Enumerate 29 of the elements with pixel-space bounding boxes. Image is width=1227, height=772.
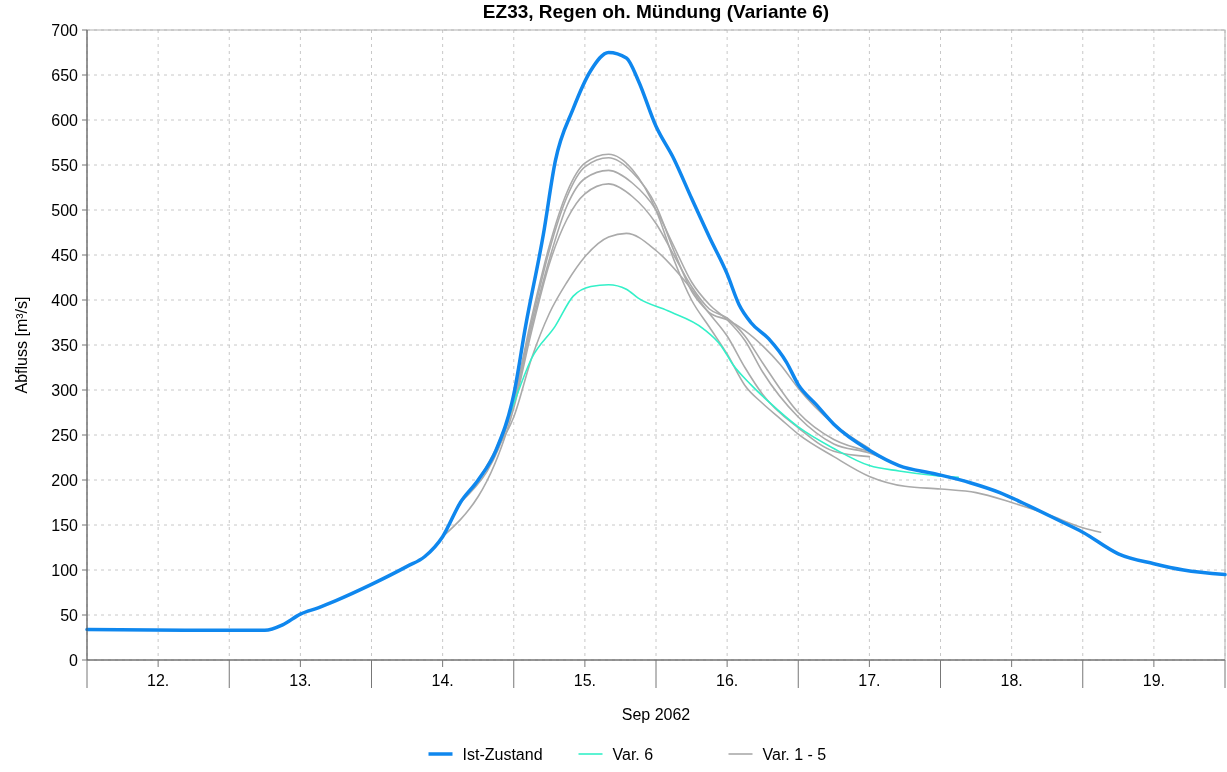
x-tick-label: 16. bbox=[716, 672, 739, 689]
y-tick-label: 250 bbox=[51, 427, 79, 444]
x-tick-label: 15. bbox=[573, 672, 596, 689]
y-tick-label: 0 bbox=[69, 652, 79, 669]
y-tick-label: 300 bbox=[51, 382, 79, 399]
y-tick-label: 650 bbox=[51, 67, 79, 84]
x-tick-label: 13. bbox=[289, 672, 312, 689]
legend-label: Ist-Zustand bbox=[462, 746, 543, 763]
y-tick-label: 450 bbox=[51, 247, 79, 264]
legend-label: Var. 6 bbox=[612, 746, 654, 763]
y-tick-label: 500 bbox=[51, 202, 79, 219]
y-tick-label: 350 bbox=[51, 337, 79, 354]
y-tick-label: 550 bbox=[51, 157, 79, 174]
x-axis-title: Sep 2062 bbox=[621, 706, 691, 723]
legend-label: Var. 1 - 5 bbox=[762, 746, 827, 763]
chart-title: EZ33, Regen oh. Mündung (Variante 6) bbox=[482, 1, 830, 22]
y-tick-label: 600 bbox=[51, 112, 79, 129]
x-tick-label: 17. bbox=[858, 672, 881, 689]
x-tick-label: 18. bbox=[1000, 672, 1023, 689]
x-tick-label: 14. bbox=[431, 672, 454, 689]
x-tick-label: 19. bbox=[1142, 672, 1165, 689]
y-tick-label: 200 bbox=[51, 472, 79, 489]
y-tick-label: 150 bbox=[51, 517, 79, 534]
y-tick-label: 50 bbox=[60, 607, 79, 624]
y-tick-label: 700 bbox=[51, 22, 79, 39]
y-tick-label: 100 bbox=[51, 562, 79, 579]
y-axis-title: Abfluss [m³/s] bbox=[13, 296, 30, 394]
x-tick-label: 12. bbox=[147, 672, 170, 689]
y-tick-label: 400 bbox=[51, 292, 79, 309]
